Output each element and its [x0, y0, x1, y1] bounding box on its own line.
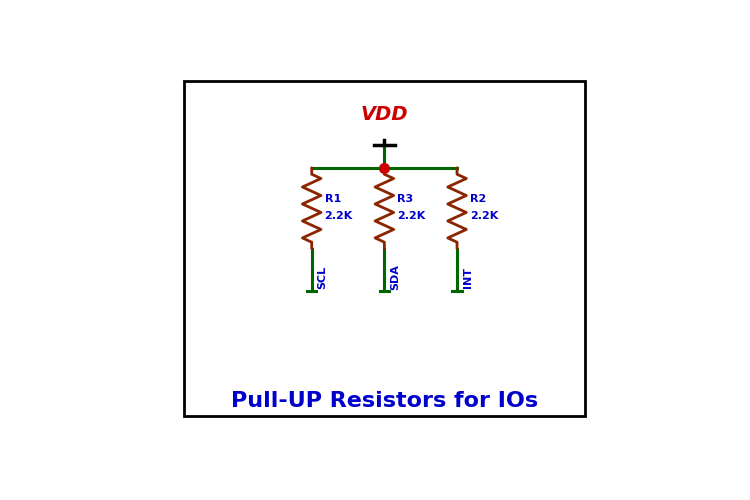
- Text: INT: INT: [463, 267, 472, 288]
- Text: R2: R2: [470, 194, 486, 203]
- FancyBboxPatch shape: [184, 81, 585, 416]
- Text: Pull-UP Resistors for IOs: Pull-UP Resistors for IOs: [231, 390, 538, 410]
- Text: 2.2K: 2.2K: [470, 211, 498, 221]
- Text: 2.2K: 2.2K: [398, 211, 425, 221]
- Text: 2.2K: 2.2K: [325, 211, 352, 221]
- Text: SCL: SCL: [317, 266, 328, 289]
- Text: SDA: SDA: [390, 264, 400, 290]
- Text: VDD: VDD: [361, 104, 408, 124]
- Text: R3: R3: [398, 194, 413, 203]
- Text: R1: R1: [325, 194, 340, 203]
